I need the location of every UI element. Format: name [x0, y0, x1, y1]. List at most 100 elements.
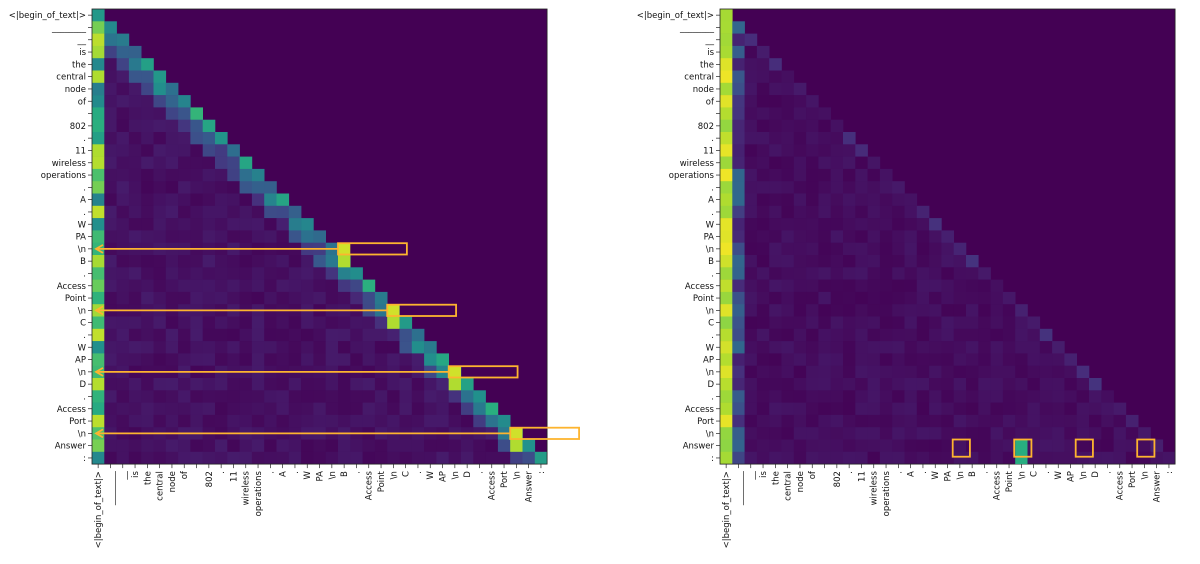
p1-cell-r22-c19 — [953, 279, 967, 293]
p0-y-tick-label-10: . — [83, 134, 86, 144]
p1-cell-r11-c8 — [818, 144, 831, 157]
p0-cell-r10-c10 — [215, 132, 228, 145]
p1-cell-r21-c0 — [720, 267, 733, 280]
p1-cell-r30-c1 — [732, 378, 745, 391]
p1-cell-r35-c35 — [1150, 439, 1164, 453]
p1-cell-r33-c6 — [793, 414, 807, 428]
p0-cell-r30-c27 — [424, 378, 437, 391]
p1-cell-r19-c19 — [953, 242, 967, 256]
p0-cell-r9-c2 — [116, 119, 130, 133]
p0-cell-r32-c8 — [190, 402, 203, 416]
p1-cell-r6-c2 — [744, 82, 758, 96]
p1-cell-r32-c24 — [1015, 402, 1028, 416]
p0-cell-r26-c7 — [178, 328, 191, 342]
p0-cell-r18-c3 — [128, 230, 142, 243]
p1-cell-r36-c29 — [1076, 451, 1090, 465]
p0-cell-r35-c24 — [387, 439, 400, 453]
p0-cell-r35-c10 — [215, 439, 228, 453]
p0-cell-r31-c16 — [288, 390, 302, 403]
p0-cell-r20-c5 — [153, 255, 167, 268]
p0-y-tick-label-5: central — [56, 73, 86, 83]
p1-cell-r23-c8 — [818, 291, 831, 305]
p0-cell-r20-c19 — [325, 255, 339, 268]
p1-cell-r13-c10 — [843, 168, 856, 182]
p1-x-tick-label-23: Point — [1005, 470, 1015, 492]
p0-cell-r20-c14 — [264, 255, 277, 268]
p1-cell-r31-c19 — [953, 390, 967, 403]
p0-cell-r21-c14 — [264, 267, 277, 280]
p0-cell-r22-c20 — [338, 279, 351, 293]
p1-cell-r32-c21 — [978, 402, 991, 416]
p0-cell-r15-c2 — [116, 193, 130, 207]
p1-cell-r13-c13 — [879, 168, 893, 182]
p1-cell-r22-c6 — [793, 279, 807, 293]
p1-cell-r32-c10 — [843, 402, 856, 416]
p1-cell-r30-c6 — [793, 378, 807, 391]
p1-cell-r29-c3 — [756, 365, 770, 379]
p0-cell-r31-c7 — [178, 390, 191, 403]
p0-cell-r10-c7 — [178, 132, 191, 145]
p1-cell-r23-c11 — [855, 291, 868, 305]
p1-cell-r18-c4 — [769, 230, 782, 243]
p0-cell-r36-c29 — [448, 451, 462, 465]
p0-cell-r11-c2 — [116, 144, 130, 157]
p1-x-tick-label-1: ________ — [734, 470, 744, 506]
p0-cell-r32-c16 — [288, 402, 302, 416]
p1-cell-r25-c11 — [855, 316, 868, 330]
p1-cell-r4-c4 — [769, 58, 782, 71]
p1-cell-r16-c3 — [756, 205, 770, 219]
p0-cell-r35-c23 — [374, 439, 388, 453]
p1-cell-r29-c23 — [1002, 365, 1016, 379]
p1-cell-r24-c3 — [756, 304, 770, 317]
p0-cell-r23-c19 — [325, 291, 339, 305]
p0-cell-r28-c18 — [313, 353, 326, 366]
p1-cell-r10-c9 — [830, 132, 844, 145]
p1-cell-r5-c2 — [744, 70, 758, 84]
p1-cell-r22-c3 — [756, 279, 770, 293]
p1-cell-r26-c12 — [867, 328, 881, 342]
p0-cell-r23-c14 — [264, 291, 277, 305]
p1-cell-r14-c1 — [732, 181, 745, 194]
p1-y-tick-label-31: . — [711, 392, 714, 402]
p0-cell-r3-c3 — [128, 45, 142, 59]
p0-cell-r17-c2 — [116, 218, 130, 231]
p1-cell-r31-c10 — [843, 390, 856, 403]
p1-cell-r32-c30 — [1089, 402, 1102, 416]
p1-cell-r35-c21 — [978, 439, 991, 453]
p1-x-tick-label-12: wireless — [870, 471, 880, 506]
p0-cell-r26-c5 — [153, 328, 167, 342]
p1-cell-r23-c12 — [867, 291, 881, 305]
p1-cell-r25-c22 — [990, 316, 1004, 330]
p1-cell-r36-c27 — [1052, 451, 1065, 465]
p0-cell-r26-c8 — [190, 328, 203, 342]
p0-cell-r36-c14 — [264, 451, 277, 465]
p0-cell-r8-c8 — [190, 107, 203, 120]
p1-cell-r8-c8 — [818, 107, 831, 120]
p0-cell-r30-c25 — [399, 378, 413, 391]
p0-cell-r17-c5 — [153, 218, 167, 231]
p0-cell-r35-c3 — [128, 439, 142, 453]
p1-cell-r8-c2 — [744, 107, 758, 120]
p0-cell-r7-c1 — [104, 95, 117, 108]
p0-cell-r35-c14 — [264, 439, 277, 453]
p1-cell-r28-c12 — [867, 353, 881, 366]
p1-cell-r35-c2 — [744, 439, 758, 453]
p1-cell-r32-c7 — [806, 402, 819, 416]
p1-cell-r32-c13 — [879, 402, 893, 416]
p0-cell-r25-c13 — [251, 316, 265, 330]
p1-cell-r12-c2 — [744, 156, 758, 170]
p1-cell-r32-c28 — [1064, 402, 1077, 416]
p1-cell-r34-c8 — [818, 427, 831, 440]
p1-cell-r30-c18 — [941, 378, 954, 391]
p1-cell-r30-c4 — [769, 378, 782, 391]
p0-cell-r23-c10 — [215, 291, 228, 305]
p1-cell-r15-c10 — [843, 193, 856, 207]
p1-cell-r22-c16 — [916, 279, 930, 293]
p1-cell-r35-c17 — [929, 439, 942, 453]
p1-cell-r34-c24 — [1015, 427, 1028, 440]
p0-cell-r27-c10 — [215, 341, 228, 354]
p1-annotation-box-3 — [1136, 438, 1156, 458]
p0-cell-r5-c5 — [153, 70, 167, 84]
p1-y-tick-label-29: \n — [706, 368, 714, 378]
p0-cell-r22-c22 — [362, 279, 376, 293]
